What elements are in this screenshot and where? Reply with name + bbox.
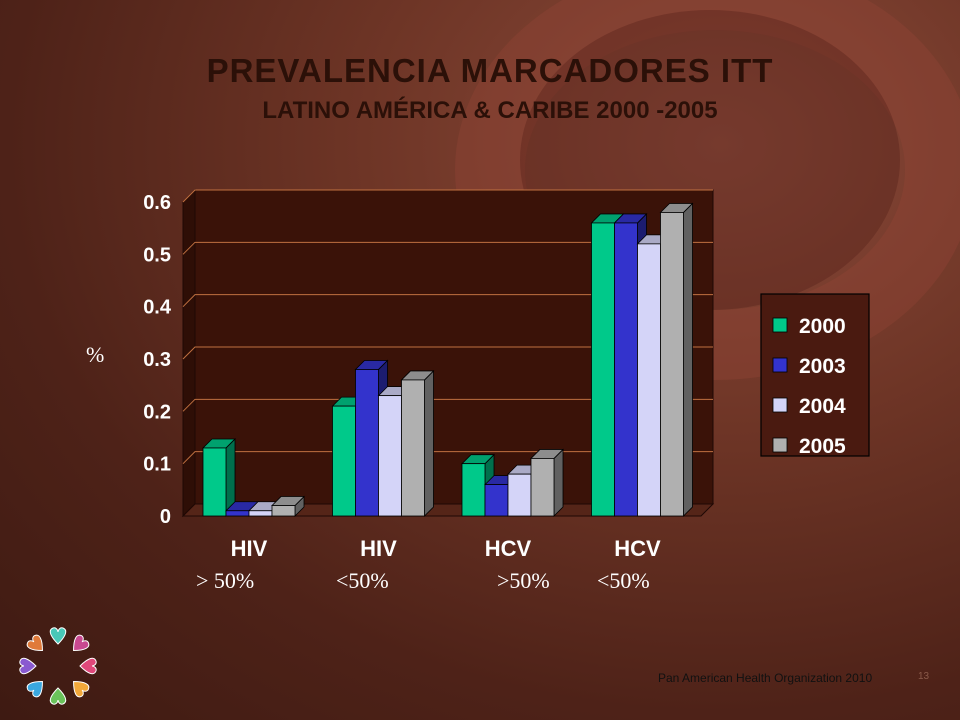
page-title: PREVALENCIA MARCADORES ITT (206, 52, 774, 89)
bar-2005-3 (530, 458, 555, 517)
legend-swatch-2003 (772, 357, 788, 373)
legend-swatch-2004 (772, 397, 788, 413)
bar-side (553, 448, 564, 517)
x-tick-label: HIV (231, 536, 268, 561)
gridline (182, 294, 713, 308)
legend-label-2005: 2005 (799, 435, 846, 458)
bar-2003-4 (614, 222, 638, 517)
legend-swatch-2000 (772, 317, 788, 333)
bar-2004-2 (378, 395, 402, 517)
logo-heart-shape (73, 681, 90, 698)
category-sublabel-1: > 50% (196, 568, 255, 593)
gridline (182, 241, 713, 255)
bar-2003-1 (225, 510, 250, 517)
logo-heart-shape (49, 687, 67, 705)
footer-organization: Pan American Health Organization 2010 (658, 671, 873, 685)
bar-2000-4 (591, 222, 615, 517)
logo-heart-shape (73, 634, 90, 651)
y-tick-label: 0.4 (143, 297, 172, 319)
y-tick-label: 0.2 (143, 401, 171, 423)
logo-heart-shape (19, 657, 37, 675)
y-tick-label: 0 (160, 506, 171, 528)
logo-heart-shape (26, 681, 43, 698)
legend-swatch-2005 (772, 437, 788, 453)
bar-2003-2 (355, 369, 379, 517)
bar-2000-3 (461, 463, 486, 517)
bar-2000-1 (202, 447, 227, 517)
y-tick-label: 0.1 (143, 454, 171, 476)
legend-label-2004: 2004 (799, 395, 846, 418)
logo-heart-shape (49, 627, 67, 645)
bar-2004-3 (507, 473, 532, 517)
legend-label-2003: 2003 (799, 355, 846, 378)
x-tick-label: HCV (614, 536, 661, 561)
bar-2005-1 (271, 505, 296, 517)
x-tick-label: HCV (485, 536, 532, 561)
y-tick-label: 0.6 (143, 192, 171, 214)
y-axis-unit-label: % (86, 342, 105, 367)
heart-ring-logo-icon (19, 627, 97, 705)
bar-2005-2 (401, 379, 425, 517)
logo-heart-shape (26, 634, 43, 651)
y-tick-label: 0.3 (143, 349, 171, 371)
bar-side (683, 202, 693, 517)
logo-heart-shape (79, 657, 97, 675)
bar-2003-3 (484, 484, 509, 517)
gridline (182, 189, 713, 203)
x-tick-label: HIV (360, 536, 397, 561)
bar-side (424, 369, 434, 517)
page-subtitle: LATINO AMÉRICA & CARIBE 2000 -2005 (262, 97, 718, 124)
gridline (182, 398, 713, 412)
category-sublabel-3: >50% (497, 568, 550, 593)
bar-2005-4 (660, 212, 684, 517)
page-number: 13 (918, 671, 930, 682)
category-sublabel-2: <50% (336, 568, 389, 593)
bar-2000-2 (332, 405, 356, 517)
legend-label-2000: 2000 (799, 315, 846, 338)
gridline (182, 346, 713, 360)
category-sublabel-4: <50% (597, 568, 650, 593)
bar-2004-4 (637, 243, 661, 517)
bar-2004-1 (248, 510, 273, 517)
y-tick-label: 0.5 (143, 244, 171, 266)
